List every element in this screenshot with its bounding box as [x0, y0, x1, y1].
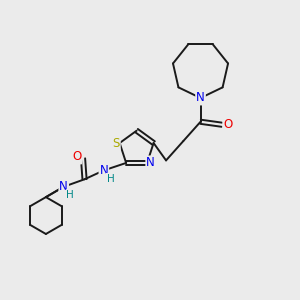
- Text: N: N: [146, 156, 155, 170]
- Text: O: O: [223, 118, 232, 131]
- Text: N: N: [196, 92, 205, 104]
- Text: N: N: [59, 180, 68, 193]
- Text: N: N: [100, 164, 108, 177]
- Text: H: H: [106, 174, 114, 184]
- Text: S: S: [112, 136, 120, 149]
- Text: O: O: [72, 151, 81, 164]
- Text: H: H: [66, 190, 74, 200]
